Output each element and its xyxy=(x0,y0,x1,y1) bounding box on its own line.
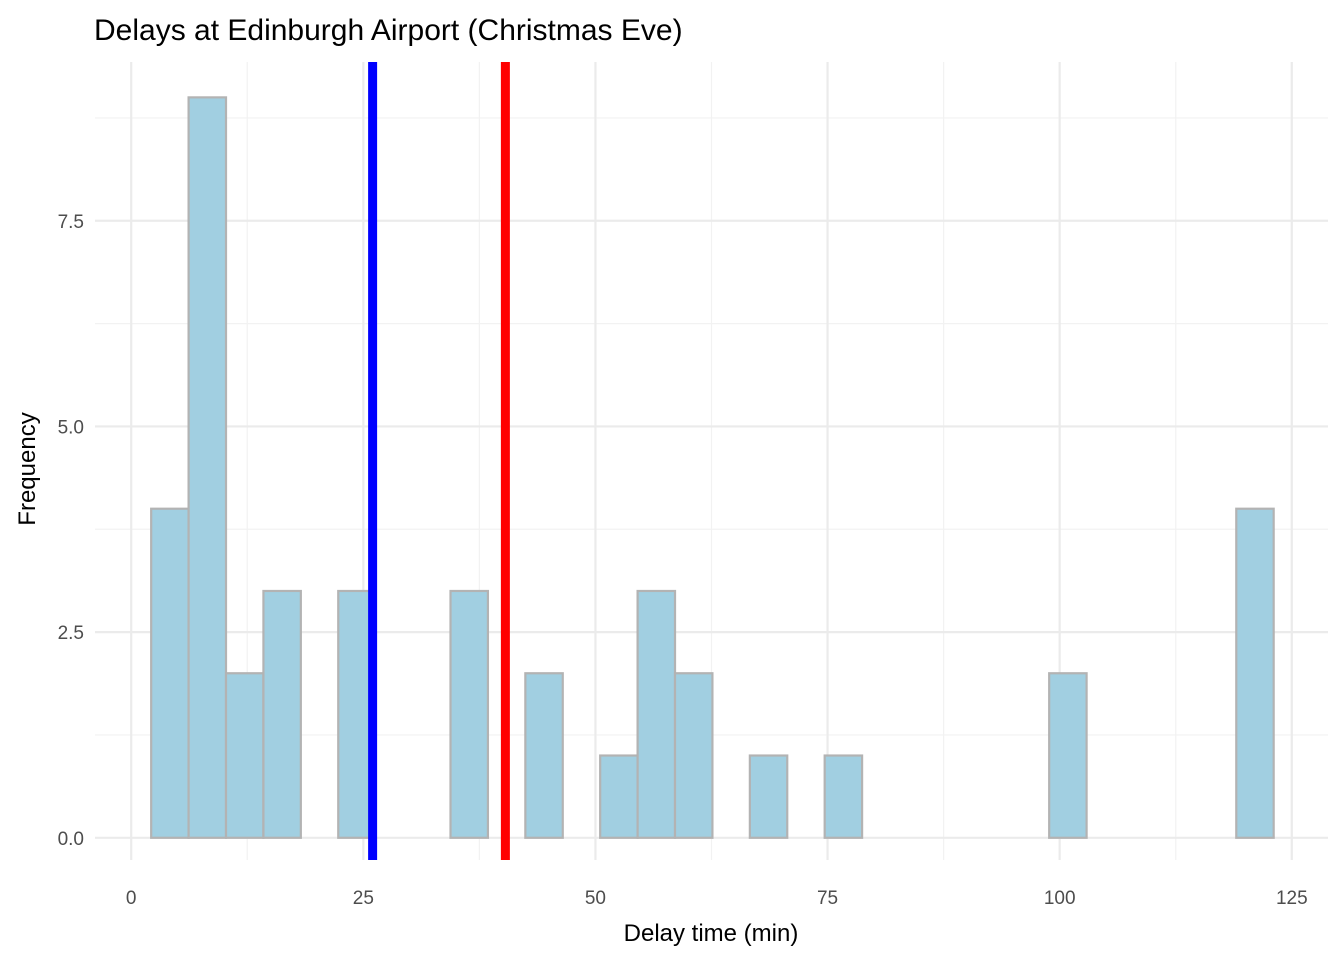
x-tick-label: 125 xyxy=(1276,888,1308,909)
histogram-bar xyxy=(524,672,564,839)
x-tick-label: 0 xyxy=(126,888,137,909)
histogram-bar xyxy=(1048,672,1088,839)
x-axis-label: Delay time (min) xyxy=(624,920,799,947)
chart-title: Delays at Edinburgh Airport (Christmas E… xyxy=(94,14,683,47)
x-tick-label: 50 xyxy=(585,888,606,909)
y-tick-label: 5.0 xyxy=(58,417,84,438)
histogram-bar xyxy=(636,589,677,839)
histogram-bar xyxy=(748,754,789,839)
y-axis-label: Frequency xyxy=(14,412,41,525)
y-tick-label: 2.5 xyxy=(58,623,84,644)
y-tick-label: 0.0 xyxy=(58,829,84,850)
histogram-bar xyxy=(449,589,490,839)
histogram-bar xyxy=(823,754,864,839)
histogram-bar xyxy=(187,96,228,839)
bars xyxy=(150,96,1275,839)
y-tick-labels: 0.0 2.5 5.0 7.5 xyxy=(58,212,84,850)
y-tick-label: 7.5 xyxy=(58,212,84,233)
x-tick-label: 25 xyxy=(353,888,374,909)
histogram-bar xyxy=(262,589,302,839)
histogram-bar xyxy=(673,672,714,839)
histogram-bar xyxy=(1235,507,1275,839)
reference-lines xyxy=(368,62,510,860)
histogram-bar xyxy=(150,507,190,839)
histogram-bar xyxy=(599,754,639,839)
histogram-bar xyxy=(224,672,265,839)
x-tick-labels: 0 25 50 75 100 125 xyxy=(126,888,1308,909)
x-tick-label: 75 xyxy=(817,888,838,909)
x-tick-label: 100 xyxy=(1044,888,1076,909)
